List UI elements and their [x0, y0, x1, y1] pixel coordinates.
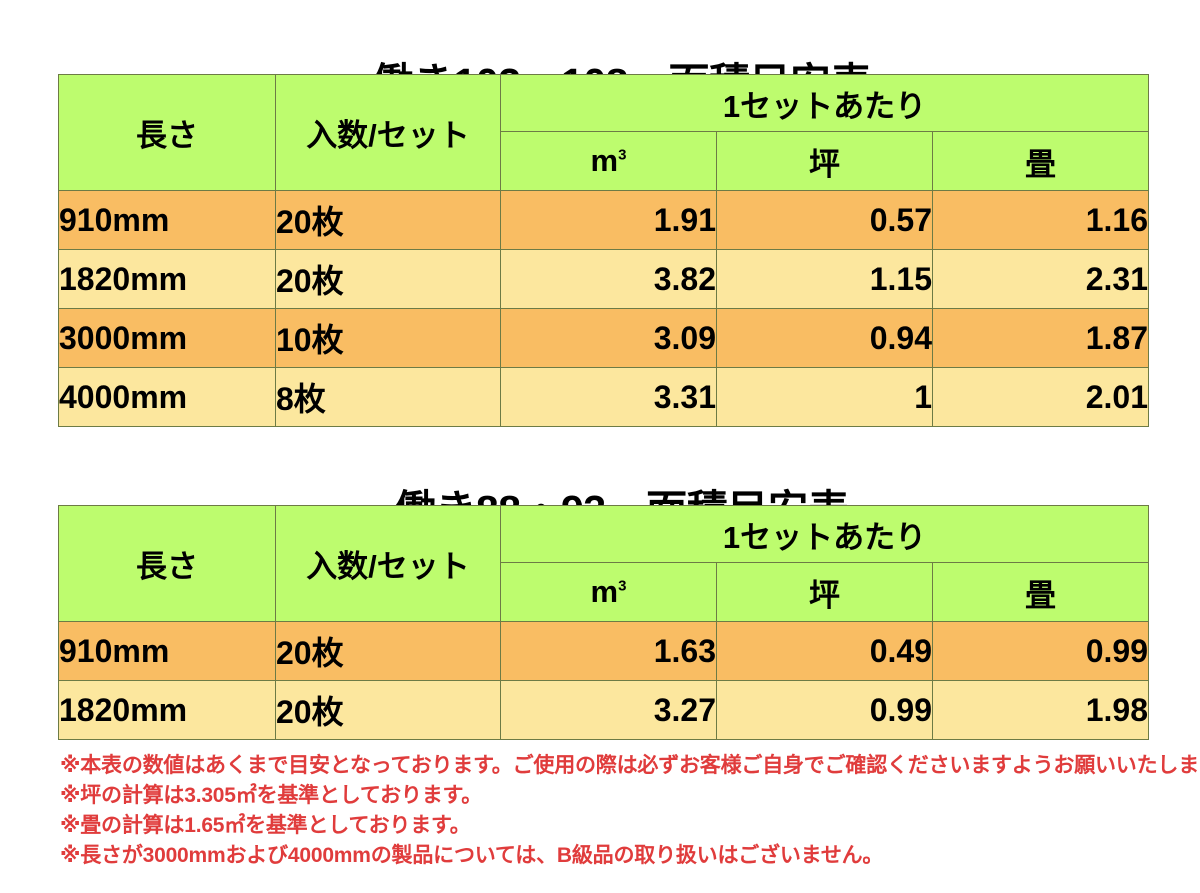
cell-cubic-meter: 1.91: [500, 190, 717, 250]
cell-jo: 2.01: [931, 367, 1150, 427]
cell-cubic-meter: 3.82: [500, 249, 717, 309]
table-2-header-row-1: 長さ 入数/セット 1セットあたり: [58, 505, 1150, 622]
note-line-1: ※本表の数値はあくまで目安となっております。ご使用の際は必ずお客様ご自身でご確認…: [60, 754, 1200, 777]
cell-length: 910mm: [58, 190, 276, 250]
cell-tsubo: 1.15: [716, 249, 933, 309]
table-row: 910mm 20枚 1.91 0.57 1.16: [58, 190, 1150, 250]
cell-cubic-meter: 3.31: [500, 367, 717, 427]
cell-length: 910mm: [58, 621, 276, 681]
cell-jo: 2.31: [931, 249, 1150, 309]
cell-jo: 0.99: [931, 621, 1150, 681]
table-row: 1820mm 20枚 3.82 1.15 2.31: [58, 249, 1150, 309]
area-guide-table-1: 長さ 入数/セット 1セットあたり m3 坪 畳 910mm 20枚 1.91: [58, 74, 1150, 427]
header-jo: 畳: [931, 131, 1150, 191]
cell-length: 1820mm: [58, 249, 276, 309]
header-cubic-meter: m3: [500, 131, 717, 191]
header-tsubo: 坪: [716, 562, 933, 622]
table-2-head: 長さ 入数/セット 1セットあたり m3 坪 畳: [58, 505, 1150, 622]
cell-tsubo: 0.99: [716, 680, 933, 740]
note-line-3: ※畳の計算は1.65㎡を基準としております。: [60, 814, 471, 837]
cell-jo: 1.98: [931, 680, 1150, 740]
note-line-4: ※長さが3000mmおよび4000mmの製品については、B級品の取り扱いはござい…: [60, 844, 884, 867]
table-1-head: 長さ 入数/セット 1セットあたり m3 坪 畳: [58, 74, 1150, 191]
header-length: 長さ: [58, 505, 276, 622]
cell-tsubo: 0.57: [716, 190, 933, 250]
table-2-body: 910mm 20枚 1.63 0.49 0.99 1820mm 20枚 3.27…: [58, 621, 1150, 740]
header-cubic-meter: m3: [500, 562, 717, 622]
cell-cubic-meter: 3.27: [500, 680, 717, 740]
table-1-wrapper: 長さ 入数/セット 1セットあたり m3 坪 畳 910mm 20枚 1.91: [58, 74, 1150, 427]
cell-tsubo: 1: [716, 367, 933, 427]
note-line-2: ※坪の計算は3.305㎡を基準としております。: [60, 784, 483, 807]
table-row: 910mm 20枚 1.63 0.49 0.99: [58, 621, 1150, 681]
header-quantity: 入数/セット: [275, 74, 501, 191]
cubic-meter-unit: m3: [590, 143, 627, 178]
cell-quantity: 20枚: [275, 190, 501, 250]
cubic-meter-unit: m3: [590, 574, 627, 609]
cell-tsubo: 0.94: [716, 308, 933, 368]
table-2-wrapper: 長さ 入数/セット 1セットあたり m3 坪 畳 910mm 20枚 1.63: [58, 505, 1150, 740]
table-row: 1820mm 20枚 3.27 0.99 1.98: [58, 680, 1150, 740]
cell-length: 4000mm: [58, 367, 276, 427]
header-jo: 畳: [931, 562, 1150, 622]
table-row: 4000mm 8枚 3.31 1 2.01: [58, 367, 1150, 427]
table-2-header-row-2: m3 坪 畳: [59, 562, 1150, 622]
cell-length: 1820mm: [58, 680, 276, 740]
table-1-header-row-2: m3 坪 畳: [59, 131, 1150, 191]
cell-quantity: 10枚: [275, 308, 501, 368]
header-tsubo: 坪: [716, 131, 933, 191]
cell-quantity: 20枚: [275, 621, 501, 681]
cell-cubic-meter: 1.63: [500, 621, 717, 681]
header-per-set: 1セットあたり: [499, 505, 1150, 563]
cell-tsubo: 0.49: [716, 621, 933, 681]
cell-quantity: 8枚: [275, 367, 501, 427]
cell-cubic-meter: 3.09: [500, 308, 717, 368]
table-1-body: 910mm 20枚 1.91 0.57 1.16 1820mm 20枚 3.82…: [58, 190, 1150, 427]
cell-length: 3000mm: [58, 308, 276, 368]
cell-jo: 1.16: [931, 190, 1150, 250]
cell-quantity: 20枚: [275, 680, 501, 740]
area-guide-table-2: 長さ 入数/セット 1セットあたり m3 坪 畳 910mm 20枚 1.63: [58, 505, 1150, 740]
table-1-header-row-1: 長さ 入数/セット 1セットあたり: [58, 74, 1150, 191]
cell-jo: 1.87: [931, 308, 1150, 368]
header-length: 長さ: [58, 74, 276, 191]
header-per-set: 1セットあたり: [499, 74, 1150, 132]
header-quantity: 入数/セット: [275, 505, 501, 622]
table-row: 3000mm 10枚 3.09 0.94 1.87: [58, 308, 1150, 368]
notes-block: ※本表の数値はあくまで目安となっております。ご使用の際は必ずお客様ご自身でご確認…: [60, 751, 1200, 871]
cell-quantity: 20枚: [275, 249, 501, 309]
